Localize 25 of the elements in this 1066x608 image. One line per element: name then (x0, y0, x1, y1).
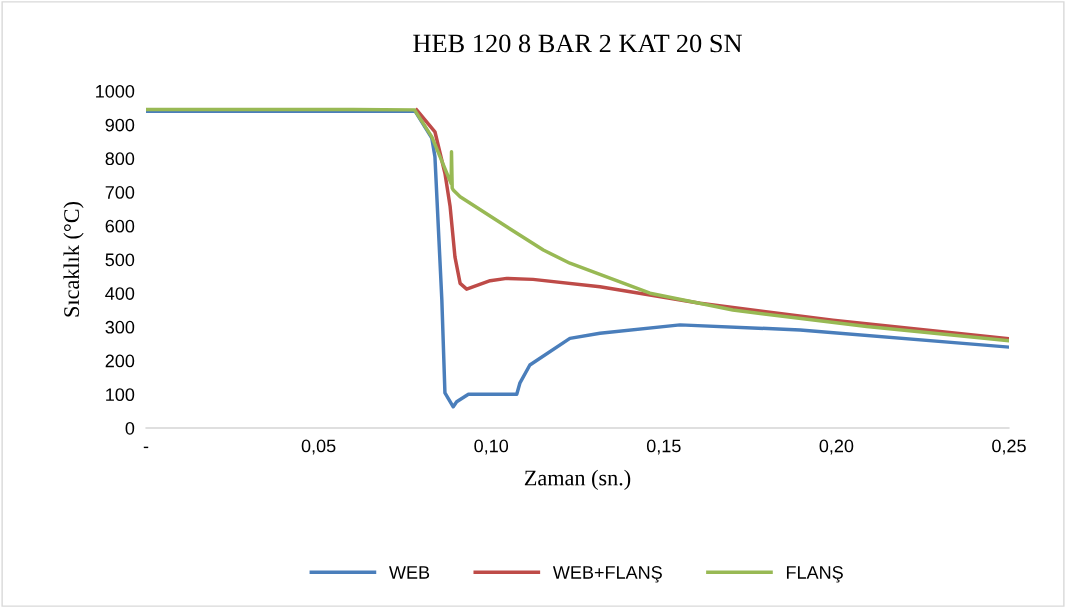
x-tick-label: 0,10 (474, 439, 509, 455)
y-tick-label: 100 (106, 388, 135, 402)
y-tick-label: 300 (105, 320, 135, 334)
y-tick-label: 900 (105, 118, 135, 132)
line-series (146, 109, 1009, 409)
y-tick-label: 800 (105, 152, 135, 166)
line-series (146, 107, 1009, 343)
x-tick-label: 0,15 (646, 439, 681, 455)
legend-label: WEB+FLANŞ (552, 566, 662, 583)
y-axis-title: Sıcaklık (°C) (63, 202, 84, 317)
x-tick-label: 0,20 (819, 439, 854, 455)
y-tick-label: 1000 (96, 84, 135, 98)
chart-title: HEB 120 8 BAR 2 KAT 20 SN (413, 34, 742, 53)
legend-label: WEB (389, 566, 430, 579)
y-tick-label: 200 (105, 354, 135, 368)
y-tick-label: 500 (105, 253, 135, 267)
x-tick-label: 0,05 (301, 439, 336, 455)
x-axis-title: Zaman (sn.) (524, 469, 631, 490)
y-tick-label: 700 (105, 186, 135, 199)
x-tick-label: - (143, 446, 149, 449)
x-tick-label: 0,25 (992, 439, 1026, 455)
legend-label: FLANŞ (786, 566, 843, 583)
y-tick-label: 400 (105, 287, 135, 300)
y-tick-label: 600 (105, 219, 135, 233)
y-tick-label: 0 (125, 421, 135, 435)
